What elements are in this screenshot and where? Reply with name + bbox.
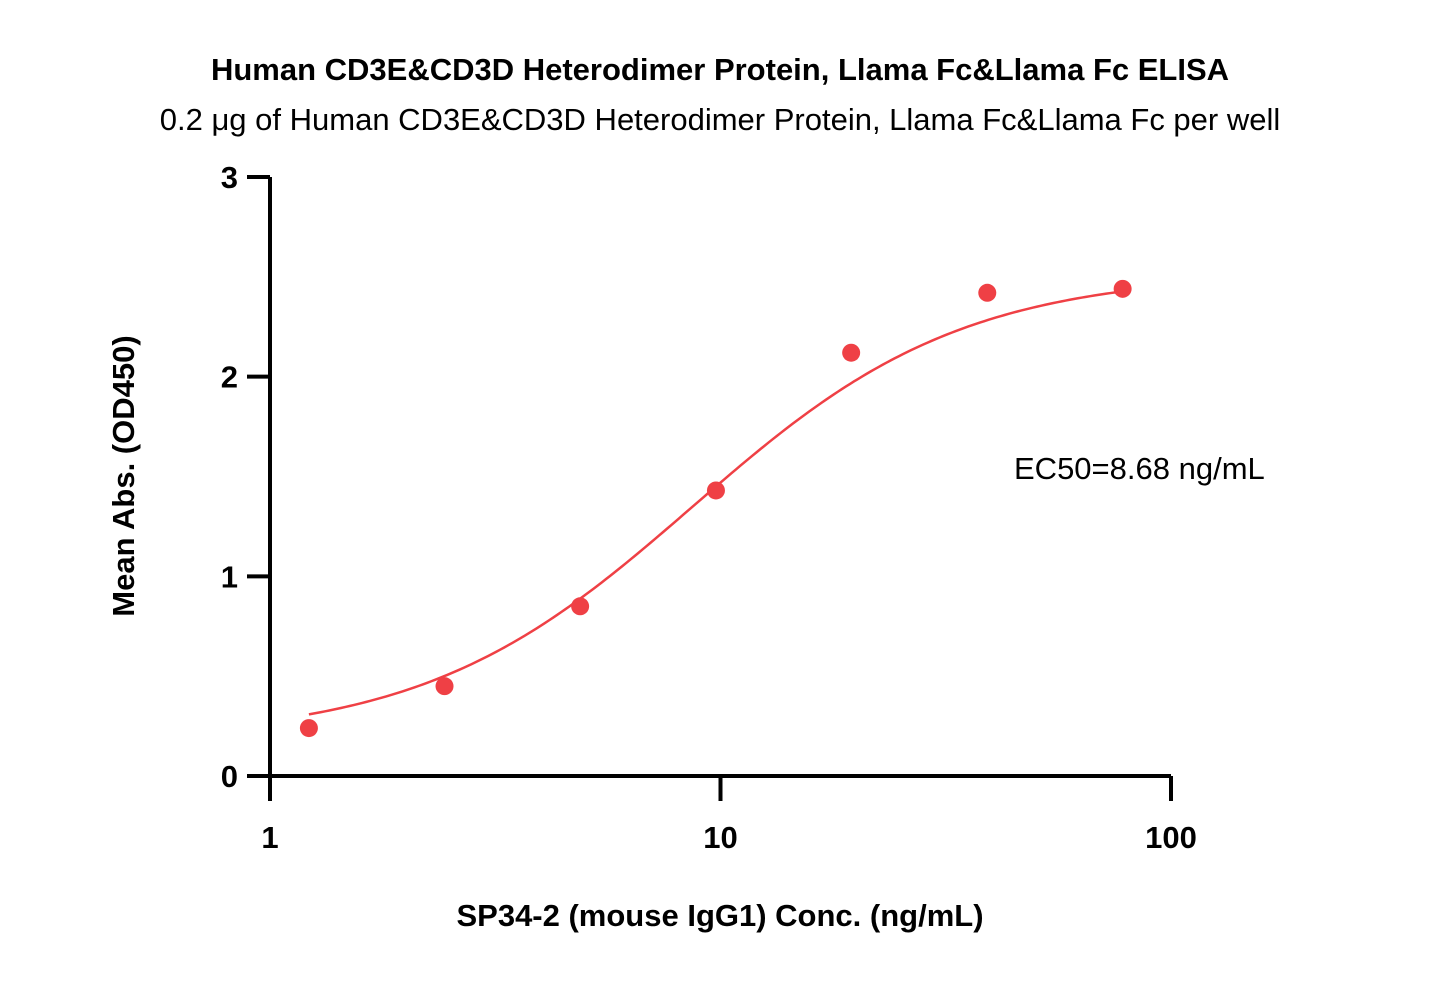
y-axis-title: Mean Abs. (OD450) <box>106 335 141 616</box>
chart-subtitle: 0.2 μg of Human CD3E&CD3D Heterodimer Pr… <box>160 102 1281 137</box>
fit-curve <box>308 290 1123 716</box>
y-tick-label: 2 <box>221 360 238 395</box>
chart-title: Human CD3E&CD3D Heterodimer Protein, Lla… <box>211 52 1229 87</box>
y-tick-label: 3 <box>221 160 238 195</box>
data-points <box>299 279 1132 738</box>
y-tick-label: 0 <box>221 759 238 794</box>
x-axis-title: SP34-2 (mouse IgG1) Conc. (ng/mL) <box>456 898 983 933</box>
data-point <box>706 481 725 500</box>
data-point <box>978 283 997 302</box>
data-point <box>842 343 861 362</box>
data-point <box>299 719 318 738</box>
data-point <box>571 597 590 616</box>
ec50-annotation: EC50=8.68 ng/mL <box>1014 451 1265 486</box>
data-point <box>435 677 454 696</box>
y-tick-label: 1 <box>221 559 238 594</box>
x-tick-label: 1 <box>261 820 278 855</box>
y-axis-ticks: 0 1 2 3 <box>221 160 270 794</box>
x-tick-label: 10 <box>703 820 737 855</box>
data-point <box>1113 279 1132 298</box>
x-tick-label: 100 <box>1145 820 1197 855</box>
x-axis-ticks: 1 10 100 <box>261 776 1197 855</box>
